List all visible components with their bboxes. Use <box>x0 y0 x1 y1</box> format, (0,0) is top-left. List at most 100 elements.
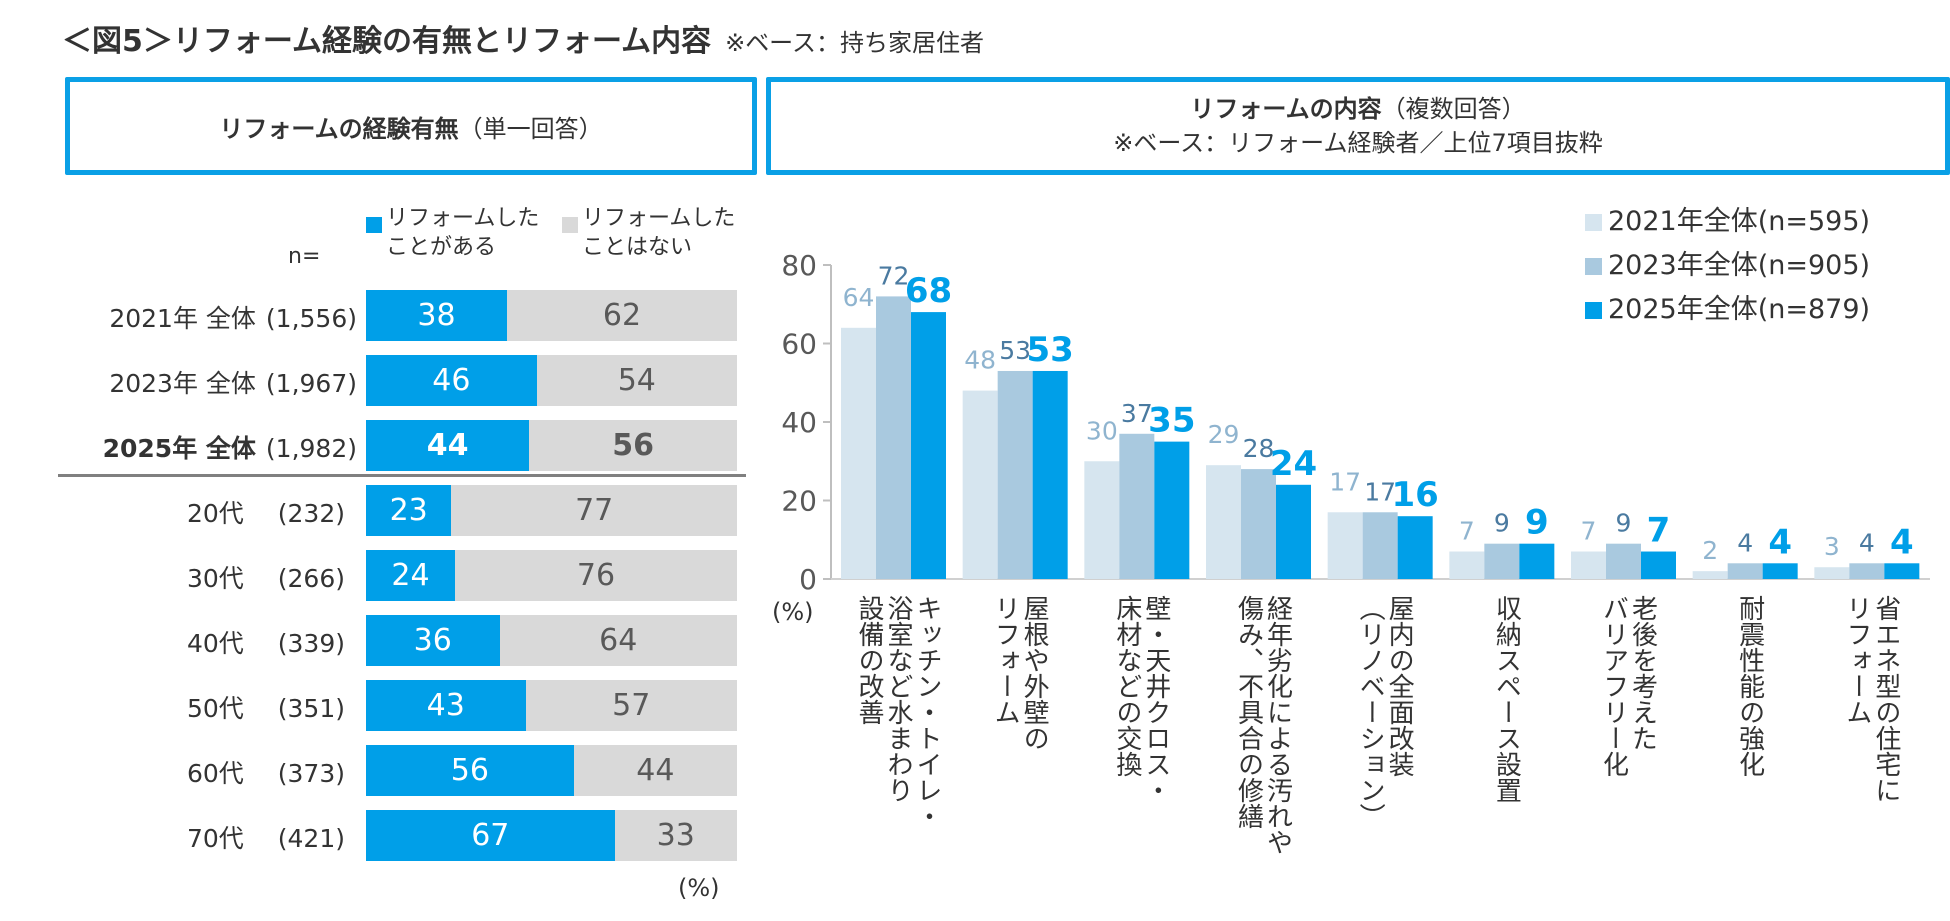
right-heading: リフォームの内容（複数回答） <box>1190 92 1525 126</box>
bar-2023 <box>1727 563 1763 579</box>
bar-2023 <box>1849 563 1885 579</box>
right-legend: 2021年全体(n=595) 2023年全体(n=905) 2025年全体(n=87… <box>1585 200 1870 332</box>
bar-2021 <box>962 390 998 579</box>
right-panel-header: リフォームの内容（複数回答） ※ベース：リフォーム経験者／上位7項目抜粋 <box>766 77 1950 175</box>
bar-segment-no: 33 <box>614 810 737 861</box>
bar-2025 <box>1032 370 1068 579</box>
bar-2021 <box>841 327 876 579</box>
data-label: 7 <box>1459 517 1475 546</box>
row-n: (1,967) <box>265 369 357 398</box>
data-label: 4 <box>1737 528 1753 557</box>
category-label-line: 省エネ型の住宅に <box>1870 595 1901 803</box>
row-category: 50代 <box>186 694 244 723</box>
row-n: (1,556) <box>265 304 357 333</box>
bar-segment-yes: 46 <box>366 355 537 406</box>
row-label: 70代 (421) <box>187 819 345 855</box>
category-label-line: 経年劣化による汚れや <box>1262 595 1293 855</box>
bar-2021 <box>1449 551 1485 579</box>
bar-2025 <box>1276 484 1311 579</box>
data-label: 72 <box>878 261 910 290</box>
row-label: 60代 (373) <box>187 754 345 790</box>
data-label: 68 <box>905 271 952 311</box>
category-label-line: 床材などの交換 <box>1111 595 1142 777</box>
bar-2023 <box>1362 512 1398 579</box>
legend-swatch-no <box>562 217 578 233</box>
title-note: ※ベース：持ち家居住者 <box>725 29 984 57</box>
data-label: 53 <box>999 336 1031 365</box>
bar-2023 <box>876 296 911 579</box>
row-category: 2025年 全体 <box>102 434 256 463</box>
bar-segment-no: 57 <box>525 680 737 731</box>
category-label-line: 浴室など水まわり <box>883 595 913 803</box>
bar-2021 <box>1814 567 1850 579</box>
legend-swatch <box>1585 257 1602 275</box>
category-label-line: 耐震性能の強化 <box>1734 595 1765 777</box>
category-label: 耐震性能の強化 <box>1734 595 1765 777</box>
row-category: 2023年 全体 <box>109 369 256 398</box>
right-subheading: ※ベース：リフォーム経験者／上位7項目抜粋 <box>1113 129 1603 157</box>
bar-2021 <box>1327 512 1363 579</box>
title-text: ＜図5＞リフォーム経験の有無とリフォーム内容 <box>62 24 712 59</box>
row-label: 30代 (266) <box>187 559 345 595</box>
category-label-line: 屋内の全面改装 <box>1384 595 1415 777</box>
right-unit-label: (%) <box>772 598 814 626</box>
y-tick-label: 20 <box>781 485 817 518</box>
row-n: (266) <box>277 564 345 593</box>
category-label: 経年劣化による汚れや 傷み、不具合の修繕 <box>1233 595 1293 855</box>
y-tick-label: 80 <box>781 249 817 282</box>
data-label: 4 <box>1768 522 1792 562</box>
row-category: 40代 <box>186 629 244 658</box>
row-category: 70代 <box>186 824 244 853</box>
figure-title: ＜図5＞リフォーム経験の有無とリフォーム内容 ※ベース：持ち家居住者 <box>62 16 984 60</box>
data-label: 35 <box>1148 401 1195 441</box>
bar-segment-no: 62 <box>506 290 737 341</box>
row-n: (373) <box>277 759 345 788</box>
legend-swatch <box>1585 213 1602 231</box>
row-category: 2021年 全体 <box>109 304 256 333</box>
bar-segment-no: 56 <box>529 420 737 471</box>
data-label: 7 <box>1581 517 1597 546</box>
row-label: 2023年 全体 (1,967) <box>109 364 357 400</box>
category-label: 老後を考えた バリアフリー化 <box>1598 595 1658 777</box>
left-unit-label: (%) <box>678 874 720 902</box>
bar-2023 <box>1606 543 1641 579</box>
category-label-line: 傷み、不具合の修繕 <box>1233 595 1264 829</box>
data-label: 37 <box>1121 399 1153 428</box>
category-label-line: バリアフリー化 <box>1598 595 1629 777</box>
row-n: (339) <box>277 629 345 658</box>
bar-segment-yes: 23 <box>366 485 452 536</box>
legend-item: 2023年全体(n=905) <box>1585 244 1870 288</box>
category-label-line: 収納スペース設置 <box>1491 595 1522 803</box>
legend-label: 2023年全体(n=905) <box>1608 250 1871 281</box>
legend-label: 2021年全体(n=595) <box>1608 206 1871 237</box>
category-label-line: 老後を考えた <box>1627 595 1658 751</box>
bar-2021 <box>1206 465 1241 579</box>
row-category: 60代 <box>186 759 244 788</box>
bar-segment-no: 76 <box>455 550 737 601</box>
data-label: 30 <box>1086 416 1118 445</box>
row-label: 2021年 全体 (1,556) <box>109 299 357 335</box>
bar-2021 <box>1571 551 1606 579</box>
bar-segment-yes: 43 <box>366 680 526 731</box>
n-label: n= <box>288 244 321 269</box>
bar-segment-no: 54 <box>536 355 737 406</box>
category-label-line: 壁・天井クロス・ <box>1140 595 1171 803</box>
data-label: 2 <box>1702 536 1718 565</box>
data-label: 4 <box>1859 528 1875 557</box>
bar-2025 <box>1762 563 1798 579</box>
category-label: 壁・天井クロス・ 床材などの交換 <box>1111 595 1171 803</box>
bar-2023 <box>1119 433 1155 579</box>
data-label: 7 <box>1647 511 1671 551</box>
bar-segment-yes: 56 <box>366 745 574 796</box>
legend-item: 2025年全体(n=879) <box>1585 288 1870 332</box>
bar-segment-no: 64 <box>499 615 737 666</box>
data-label: 24 <box>1270 444 1317 484</box>
data-label: 3 <box>1824 532 1840 561</box>
category-label-line: リフォーム <box>1841 595 1872 725</box>
data-label: 53 <box>1027 330 1074 370</box>
legend-label-no-line1: リフォームした <box>582 206 736 231</box>
row-n: (351) <box>277 694 345 723</box>
row-label: 40代 (339) <box>187 624 345 660</box>
category-label: 屋内の全面改装 （リノベーション） <box>1355 595 1415 829</box>
